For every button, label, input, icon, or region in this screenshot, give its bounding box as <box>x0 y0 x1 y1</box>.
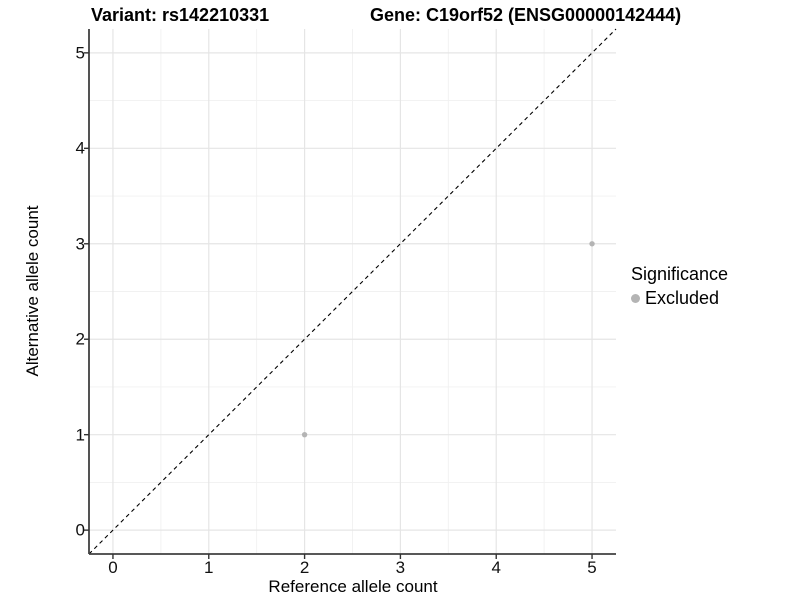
legend-key-dot <box>631 293 640 303</box>
y-tick-label: 3 <box>75 234 85 254</box>
y-axis-title: Alternative allele count <box>23 205 42 377</box>
x-tick-label: 2 <box>299 558 310 577</box>
y-tick-label: 5 <box>75 43 85 63</box>
x-tick-label: 1 <box>204 558 214 577</box>
legend: Significance Excluded <box>631 263 728 309</box>
y-tick-label: 4 <box>75 138 85 158</box>
y-tick-label: 2 <box>75 329 85 349</box>
x-tick-label: 4 <box>491 558 501 577</box>
x-tick-label: 3 <box>395 558 406 577</box>
gene-title: Gene: C19orf52 (ENSG00000142444) <box>370 5 682 25</box>
legend-item: Excluded <box>631 287 728 309</box>
x-tick-label: 0 <box>108 558 118 577</box>
variant-title: Variant: rs142210331 <box>91 5 270 25</box>
y-tick-label: 0 <box>75 520 85 540</box>
y-tick-label: 1 <box>75 425 85 445</box>
data-point <box>301 431 308 438</box>
x-tick-label: 5 <box>587 558 597 577</box>
data-point <box>589 241 595 247</box>
legend-title: Significance <box>631 264 729 284</box>
x-axis-title: Reference allele count <box>268 577 438 596</box>
identity-line <box>88 28 617 555</box>
legend-item-label: Excluded <box>645 288 720 308</box>
